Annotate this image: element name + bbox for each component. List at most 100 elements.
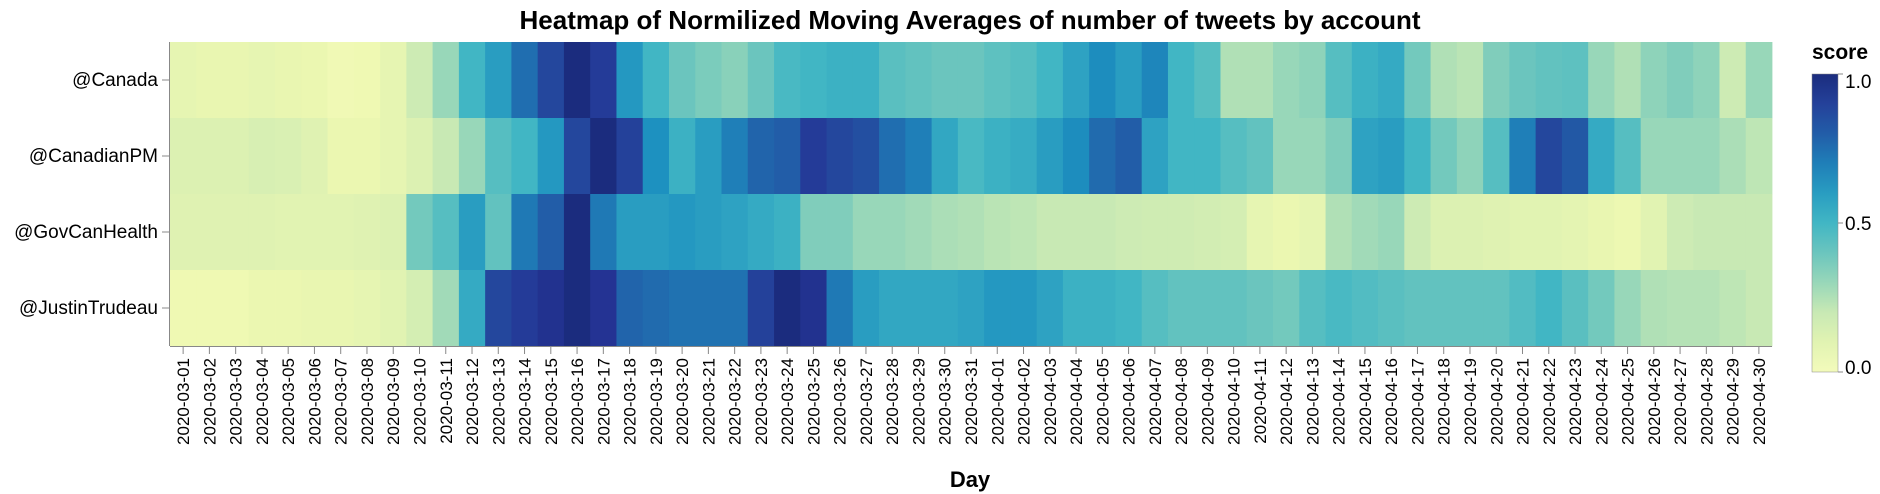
- x-tick-label: 2020-04-18: [1435, 358, 1454, 445]
- heatmap-cell: [1299, 118, 1326, 195]
- heatmap-cell: [1719, 42, 1747, 119]
- heatmap-cell: [511, 118, 539, 195]
- x-tick-label: 2020-03-03: [227, 358, 246, 445]
- heatmap-cell: [1062, 270, 1090, 347]
- heatmap-cell: [275, 270, 302, 347]
- x-tick-label: 2020-04-17: [1408, 358, 1427, 445]
- heatmap-cell: [852, 270, 880, 347]
- heatmap-cell: [905, 42, 932, 119]
- heatmap-cell: [1194, 270, 1221, 347]
- heatmap-cell: [1588, 194, 1615, 271]
- heatmap-cell: [1456, 194, 1484, 271]
- heatmap-cell: [222, 118, 250, 195]
- heatmap-cell: [406, 194, 434, 271]
- heatmap-cell: [826, 118, 854, 195]
- heatmap-cell: [747, 42, 775, 119]
- heatmap-cell: [852, 194, 880, 271]
- heatmap-cell: [1194, 42, 1221, 119]
- heatmap-cell: [485, 118, 512, 195]
- heatmap-cell: [563, 118, 591, 195]
- heatmap-cell: [1089, 194, 1116, 271]
- heatmap-cell: [170, 42, 197, 119]
- heatmap-cell: [406, 118, 434, 195]
- heatmap-cell: [1194, 118, 1221, 195]
- heatmap-cell: [380, 118, 407, 195]
- heatmap-cell: [931, 42, 959, 119]
- heatmap-cell: [275, 118, 302, 195]
- heatmap-cell: [222, 270, 250, 347]
- x-tick-label: 2020-03-15: [542, 358, 561, 445]
- x-tick-label: 2020-04-28: [1697, 358, 1716, 445]
- heatmap-cell: [1693, 118, 1720, 195]
- heatmap-cell: [1246, 270, 1274, 347]
- x-tick-label: 2020-04-06: [1120, 358, 1139, 445]
- heatmap-cell: [1483, 270, 1510, 347]
- heatmap-cell: [1167, 270, 1195, 347]
- heatmap-cell: [1010, 118, 1038, 195]
- x-tick-label: 2020-03-10: [410, 358, 429, 445]
- heatmap-cell: [1588, 42, 1615, 119]
- heatmap-cell: [1351, 118, 1379, 195]
- heatmap-cell: [905, 118, 932, 195]
- x-tick-label: 2020-04-25: [1619, 358, 1638, 445]
- legend-tick-label: 0.0: [1845, 358, 1871, 379]
- heatmap-cell: [1430, 194, 1458, 271]
- heatmap-cell: [1036, 194, 1064, 271]
- x-tick-label: 2020-04-10: [1225, 358, 1244, 445]
- heatmap-cell: [1745, 42, 1773, 119]
- x-tick-label: 2020-03-31: [962, 358, 981, 445]
- heatmap-cell: [511, 194, 539, 271]
- heatmap-cell: [1141, 270, 1169, 347]
- heatmap-cell: [1299, 194, 1326, 271]
- heatmap-cell: [931, 118, 959, 195]
- x-tick-label: 2020-03-09: [384, 358, 403, 445]
- heatmap-cell: [1430, 118, 1458, 195]
- row-label: @JustinTrudeau: [19, 298, 158, 319]
- heatmap-cell: [1561, 270, 1589, 347]
- heatmap-cell: [327, 42, 355, 119]
- heatmap-cell: [957, 118, 985, 195]
- heatmap-cell: [590, 42, 617, 119]
- heatmap-cell: [537, 194, 565, 271]
- heatmap-cell: [537, 270, 565, 347]
- heatmap-cell: [642, 118, 670, 195]
- x-tick-label: 2020-04-22: [1540, 358, 1559, 445]
- heatmap-cell: [1036, 270, 1064, 347]
- heatmap-cell: [590, 118, 617, 195]
- heatmap-cell: [380, 270, 407, 347]
- color-legend: score 1.0 0.5 0.0: [1811, 41, 1871, 379]
- heatmap-cell: [248, 42, 276, 119]
- heatmap-cell: [747, 194, 775, 271]
- heatmap-cell: [1246, 194, 1274, 271]
- x-tick-label: 2020-04-15: [1356, 358, 1375, 445]
- x-tick-label: 2020-04-04: [1067, 358, 1086, 445]
- heatmap-cell: [1483, 42, 1510, 119]
- heatmap-cell: [1351, 42, 1379, 119]
- heatmap-cell: [1220, 118, 1248, 195]
- heatmap-cell: [196, 270, 223, 347]
- heatmap-cell: [1378, 194, 1405, 271]
- x-tick-label: 2020-03-22: [726, 358, 745, 445]
- heatmap-cell: [1010, 194, 1038, 271]
- heatmap-cell: [1220, 194, 1248, 271]
- heatmap-cell: [1719, 194, 1747, 271]
- x-tick-label: 2020-04-14: [1330, 358, 1349, 445]
- x-tick-label: 2020-03-20: [673, 358, 692, 445]
- heatmap-cell: [616, 270, 644, 347]
- heatmap-cell: [458, 194, 486, 271]
- x-tick-label: 2020-04-20: [1487, 358, 1506, 445]
- heatmap-cell: [1115, 42, 1143, 119]
- heatmap-cell: [1640, 270, 1668, 347]
- x-tick-label: 2020-03-01: [174, 358, 193, 445]
- heatmap-cell: [301, 270, 328, 347]
- x-tick-label: 2020-04-05: [1093, 358, 1112, 445]
- x-tick-label: 2020-04-08: [1172, 358, 1191, 445]
- heatmap-cell: [826, 42, 854, 119]
- heatmap-cell: [1325, 42, 1353, 119]
- heatmap-cell: [1062, 194, 1090, 271]
- heatmap-cell: [1588, 118, 1615, 195]
- heatmap-cell: [668, 42, 696, 119]
- x-tick-label: 2020-03-08: [358, 358, 377, 445]
- heatmap-cell: [695, 270, 722, 347]
- heatmap-cell: [1036, 118, 1064, 195]
